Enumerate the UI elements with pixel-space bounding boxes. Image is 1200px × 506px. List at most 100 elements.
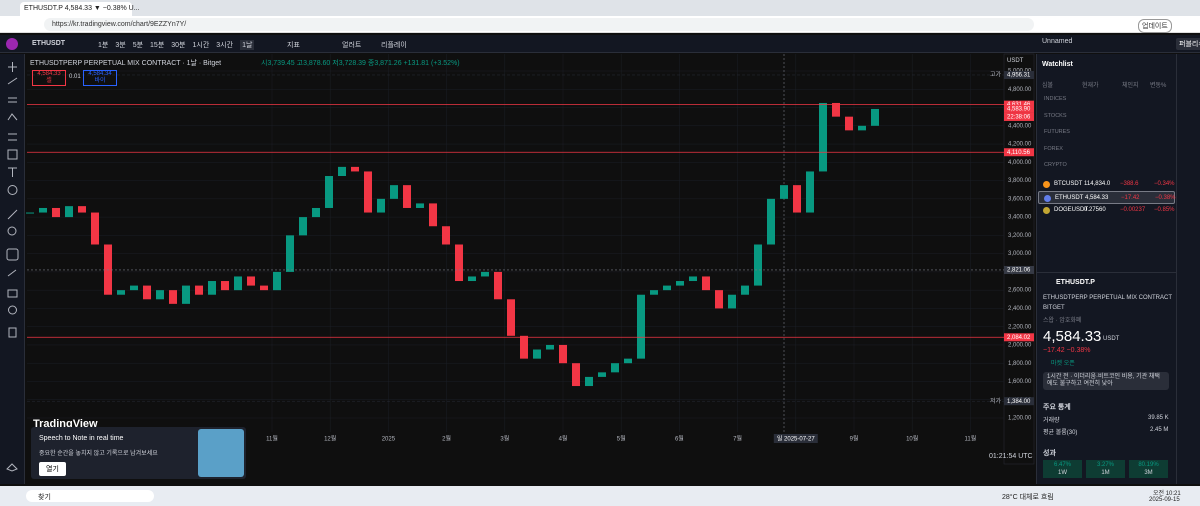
low-label: 1,384.00	[1007, 399, 1031, 405]
tab[interactable]: ETHUSDT.P 4,584.33 ▼ −0.38% U...	[20, 2, 140, 16]
x-tick-label: 3월	[500, 435, 509, 443]
candle	[442, 226, 450, 245]
avatar[interactable]	[6, 38, 18, 50]
section[interactable]: INDICES	[1044, 96, 1067, 102]
url[interactable]: https://kr.tradingview.com/chart/9EZZYn7…	[44, 18, 1034, 31]
interval[interactable]: 1날	[240, 40, 255, 50]
update-button[interactable]: 업데이트	[1138, 19, 1172, 33]
y-tick-label: 1,600.00	[1008, 379, 1032, 385]
detail-price: 4,584.33	[1043, 328, 1102, 345]
sell-button[interactable]: 4,584.33 셀	[32, 70, 66, 86]
ad-image	[198, 429, 244, 477]
candle	[520, 335, 528, 359]
perf-tile[interactable]: 3.27% 1M	[1086, 460, 1125, 478]
candle	[182, 285, 190, 304]
volume: 39.85 K	[1148, 415, 1169, 421]
watchlist-sections: INDICES STOCKS FUTURES FOREX CRYPTO	[1044, 96, 1070, 179]
indicators[interactable]: 지표	[287, 42, 300, 49]
cell: 0.27560	[1084, 207, 1106, 213]
level-label-box	[1004, 333, 1034, 342]
last-price-label-box	[1004, 104, 1034, 113]
right-panel	[1036, 54, 1176, 484]
section[interactable]: FUTURES	[1044, 129, 1070, 135]
buy-label: 바이	[94, 78, 106, 84]
perf-value: 80.19%	[1138, 462, 1159, 468]
interval[interactable]: 3시간	[216, 42, 234, 49]
section[interactable]: FOREX	[1044, 145, 1063, 152]
chart-pane	[25, 54, 1034, 464]
candle	[260, 285, 268, 291]
coin-icon	[1043, 207, 1050, 214]
perf-tile[interactable]: 6.47% 1W	[1043, 460, 1082, 478]
publish[interactable]: 퍼블리쉬	[1176, 38, 1200, 50]
candle	[533, 349, 541, 359]
intervals: 1분 3분 5분 15분 30분 1시간 3시간 1날	[98, 40, 255, 50]
price-axis	[1003, 53, 1035, 465]
search[interactable]: 찾기	[26, 490, 154, 502]
alert[interactable]: 얼러트	[342, 42, 362, 49]
date: 2025-09-15	[1149, 497, 1180, 503]
watchlist-title[interactable]: Watchlist	[1042, 61, 1073, 68]
candle	[208, 281, 216, 295]
cell: ETHUSDT	[1055, 195, 1084, 201]
x-tick-label: 2월	[442, 435, 451, 443]
sell-label: 셀	[46, 78, 52, 84]
y-tick-label: 4,800.00	[1008, 87, 1032, 93]
interval[interactable]: 3분	[115, 42, 126, 49]
detail-news[interactable]: 1시간 전 · 이더리움·비트코인 비용, 기관 채택에도 불구하고 여전히 낮…	[1043, 372, 1169, 390]
candle	[364, 171, 372, 213]
candle	[845, 116, 853, 131]
taskbar: 찾기 28°C 대체로 흐림 오전 10:21 2025-09-15	[0, 486, 1200, 506]
section[interactable]: STOCKS	[1044, 112, 1067, 119]
ad-button[interactable]: 열기	[39, 462, 66, 476]
layout-name[interactable]: Unnamed	[1042, 38, 1073, 45]
buy-button[interactable]: 4,584.34 바이	[83, 70, 117, 86]
currency: USDT	[1007, 58, 1024, 64]
candle	[429, 203, 437, 227]
tool-icons	[6, 62, 19, 472]
weather: 28°C 대체로 흐림	[1002, 494, 1054, 501]
candle	[585, 376, 593, 387]
level-label-box	[1004, 100, 1034, 109]
interval[interactable]: 5분	[132, 42, 144, 49]
ad-text: 중요한 순간을 놓치지 않고 기록으로 남겨보세요	[39, 451, 158, 457]
candle	[416, 203, 424, 208]
x-tick-label: 10월	[906, 435, 918, 443]
symbol-search[interactable]: ETHUSDT	[32, 40, 66, 47]
cell: −0.00237	[1120, 207, 1146, 213]
interval[interactable]: 1시간	[192, 42, 210, 49]
tab-bar	[0, 0, 1200, 16]
candle	[819, 102, 827, 172]
x-tick-label: 5월	[617, 435, 626, 443]
watchlist-row[interactable]: ETHUSDT 4,584.33 −17.42 −0.38%	[1038, 191, 1176, 204]
perf-tiles: 6.47% 1W 3.27% 1M 80.19% 3M	[1043, 460, 1168, 478]
candle	[507, 299, 515, 336]
interval[interactable]: 30분	[171, 42, 186, 49]
y-tick-label: 4,400.00	[1008, 123, 1032, 129]
x-tick-label: 4월	[559, 435, 568, 443]
watchlist-row[interactable]: BTCUSDT 114,834.0 −388.6 −0.34%	[1038, 178, 1175, 191]
section[interactable]: CRYPTO	[1044, 162, 1067, 168]
candle	[767, 198, 775, 245]
candle	[377, 198, 385, 213]
detail-currency: USDT	[1103, 336, 1120, 342]
candle	[598, 372, 606, 377]
perf-tile[interactable]: 80.19% 3M	[1129, 460, 1168, 478]
y-tick-label: 3,800.00	[1008, 178, 1032, 184]
interval[interactable]: 1분	[98, 42, 109, 49]
interval[interactable]: 15분	[150, 42, 165, 49]
candle	[312, 207, 320, 218]
last-price-label: 4,583.90	[1007, 107, 1031, 113]
x-tick-label: 11월	[266, 435, 278, 443]
candle	[858, 125, 866, 131]
divider	[1036, 272, 1176, 273]
cursor-label-box	[1004, 265, 1034, 274]
replay[interactable]: 리플레이	[381, 42, 407, 49]
candle	[390, 185, 398, 199]
watchlist-row[interactable]: DOGEUSDT 0.27560 −0.00237 −0.85%	[1038, 204, 1175, 217]
candle	[234, 276, 242, 291]
candle	[156, 290, 164, 300]
perf-period: 1M	[1101, 470, 1110, 476]
y-tick-label: 3,200.00	[1008, 233, 1032, 239]
